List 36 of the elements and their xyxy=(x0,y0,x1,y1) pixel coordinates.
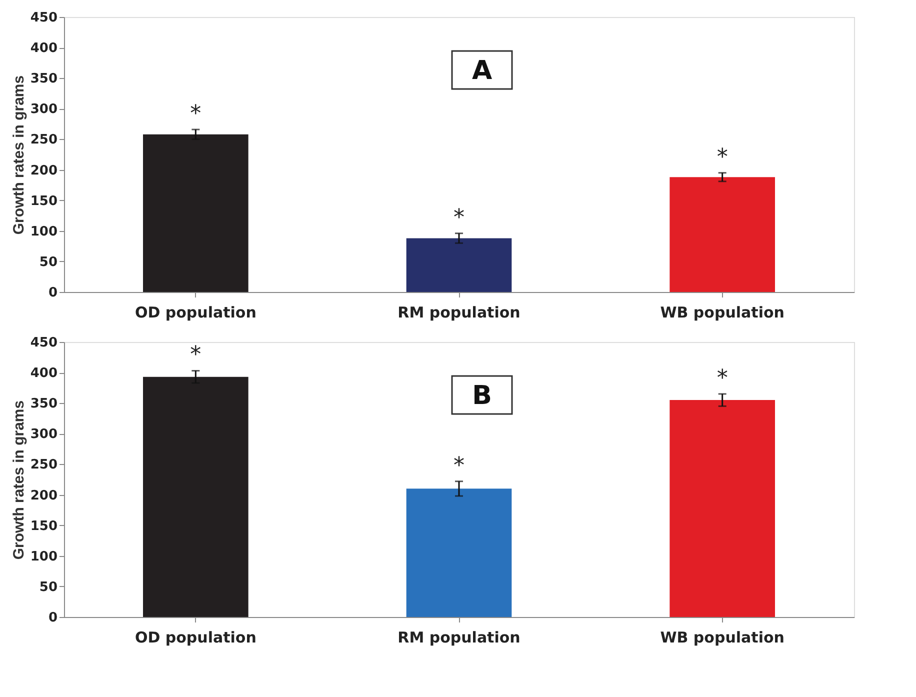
annotation: * xyxy=(716,144,728,170)
y-tick-label: 100 xyxy=(30,549,58,564)
annotation: * xyxy=(190,101,202,126)
y-tick-label: 250 xyxy=(30,132,58,148)
annotation: A xyxy=(472,56,492,86)
y-tick-label: 400 xyxy=(30,366,58,382)
y-tick-label: 50 xyxy=(39,580,58,595)
x-tick-label: WB population xyxy=(660,628,784,646)
y-tick-label: 350 xyxy=(30,72,58,87)
y-tick-label: 450 xyxy=(30,10,58,26)
annotation: B xyxy=(472,381,492,411)
annotation: * xyxy=(454,453,464,478)
y-tick-label: 450 xyxy=(30,336,58,350)
y-tick-label: 250 xyxy=(30,458,58,473)
y-tick-label: 100 xyxy=(30,224,58,240)
y-axis-title: Growth rates in grams xyxy=(10,75,28,235)
annotation: * xyxy=(454,205,464,230)
x-tick-label: WB population xyxy=(660,304,784,322)
y-axis-title: Growth rates in grams xyxy=(10,400,28,560)
y-tick-label: 300 xyxy=(30,427,58,442)
y-tick-label: 0 xyxy=(48,610,58,626)
y-tick-label: 200 xyxy=(30,488,58,504)
x-tick-label: OD population xyxy=(134,304,256,322)
y-tick-label: 150 xyxy=(30,518,58,534)
y-tick-label: 200 xyxy=(30,163,58,178)
y-tick-label: 150 xyxy=(30,194,58,209)
x-tick-label: OD population xyxy=(134,628,256,646)
y-tick-label: 400 xyxy=(30,41,58,56)
x-tick-label: RM population xyxy=(398,304,520,322)
x-tick-label: RM population xyxy=(398,628,520,646)
y-tick-label: 350 xyxy=(30,396,58,412)
y-tick-label: 0 xyxy=(48,286,58,300)
annotation: * xyxy=(190,342,202,368)
y-tick-label: 300 xyxy=(30,102,58,118)
annotation: * xyxy=(716,366,728,391)
y-tick-label: 50 xyxy=(39,254,58,270)
